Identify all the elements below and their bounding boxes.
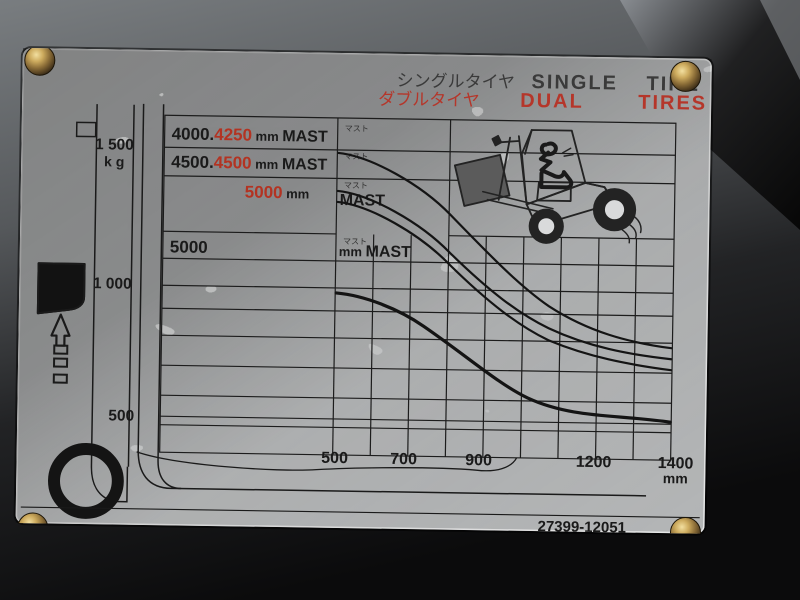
svg-text:TIRES: TIRES (638, 92, 707, 115)
svg-text:700: 700 (390, 451, 417, 468)
svg-text:マスト: マスト (344, 181, 368, 190)
svg-text:DUAL: DUAL (520, 90, 584, 113)
svg-text:1200: 1200 (576, 454, 612, 472)
svg-text:k g: k g (104, 153, 124, 169)
svg-text:mm: mm (663, 470, 688, 486)
svg-text:ダブルタイヤ: ダブルタイヤ (378, 89, 480, 111)
svg-text:5000: 5000 (170, 237, 208, 257)
svg-text:500: 500 (321, 450, 348, 467)
svg-text:4000.4250 mm MAST: 4000.4250 mm MAST (172, 124, 329, 145)
svg-text:4500.4500 mm MAST: 4500.4500 mm MAST (171, 152, 328, 173)
svg-text:mm MAST: mm MAST (339, 243, 412, 261)
svg-text:マスト: マスト (345, 124, 369, 133)
svg-text:900: 900 (465, 452, 492, 469)
svg-text:1 500: 1 500 (95, 136, 134, 154)
svg-text:シングルタイヤ: シングルタイヤ (396, 71, 515, 92)
svg-text:5000 mm: 5000 mm (245, 183, 310, 203)
svg-text:500: 500 (108, 407, 134, 424)
svg-text:1 000: 1 000 (93, 275, 132, 293)
